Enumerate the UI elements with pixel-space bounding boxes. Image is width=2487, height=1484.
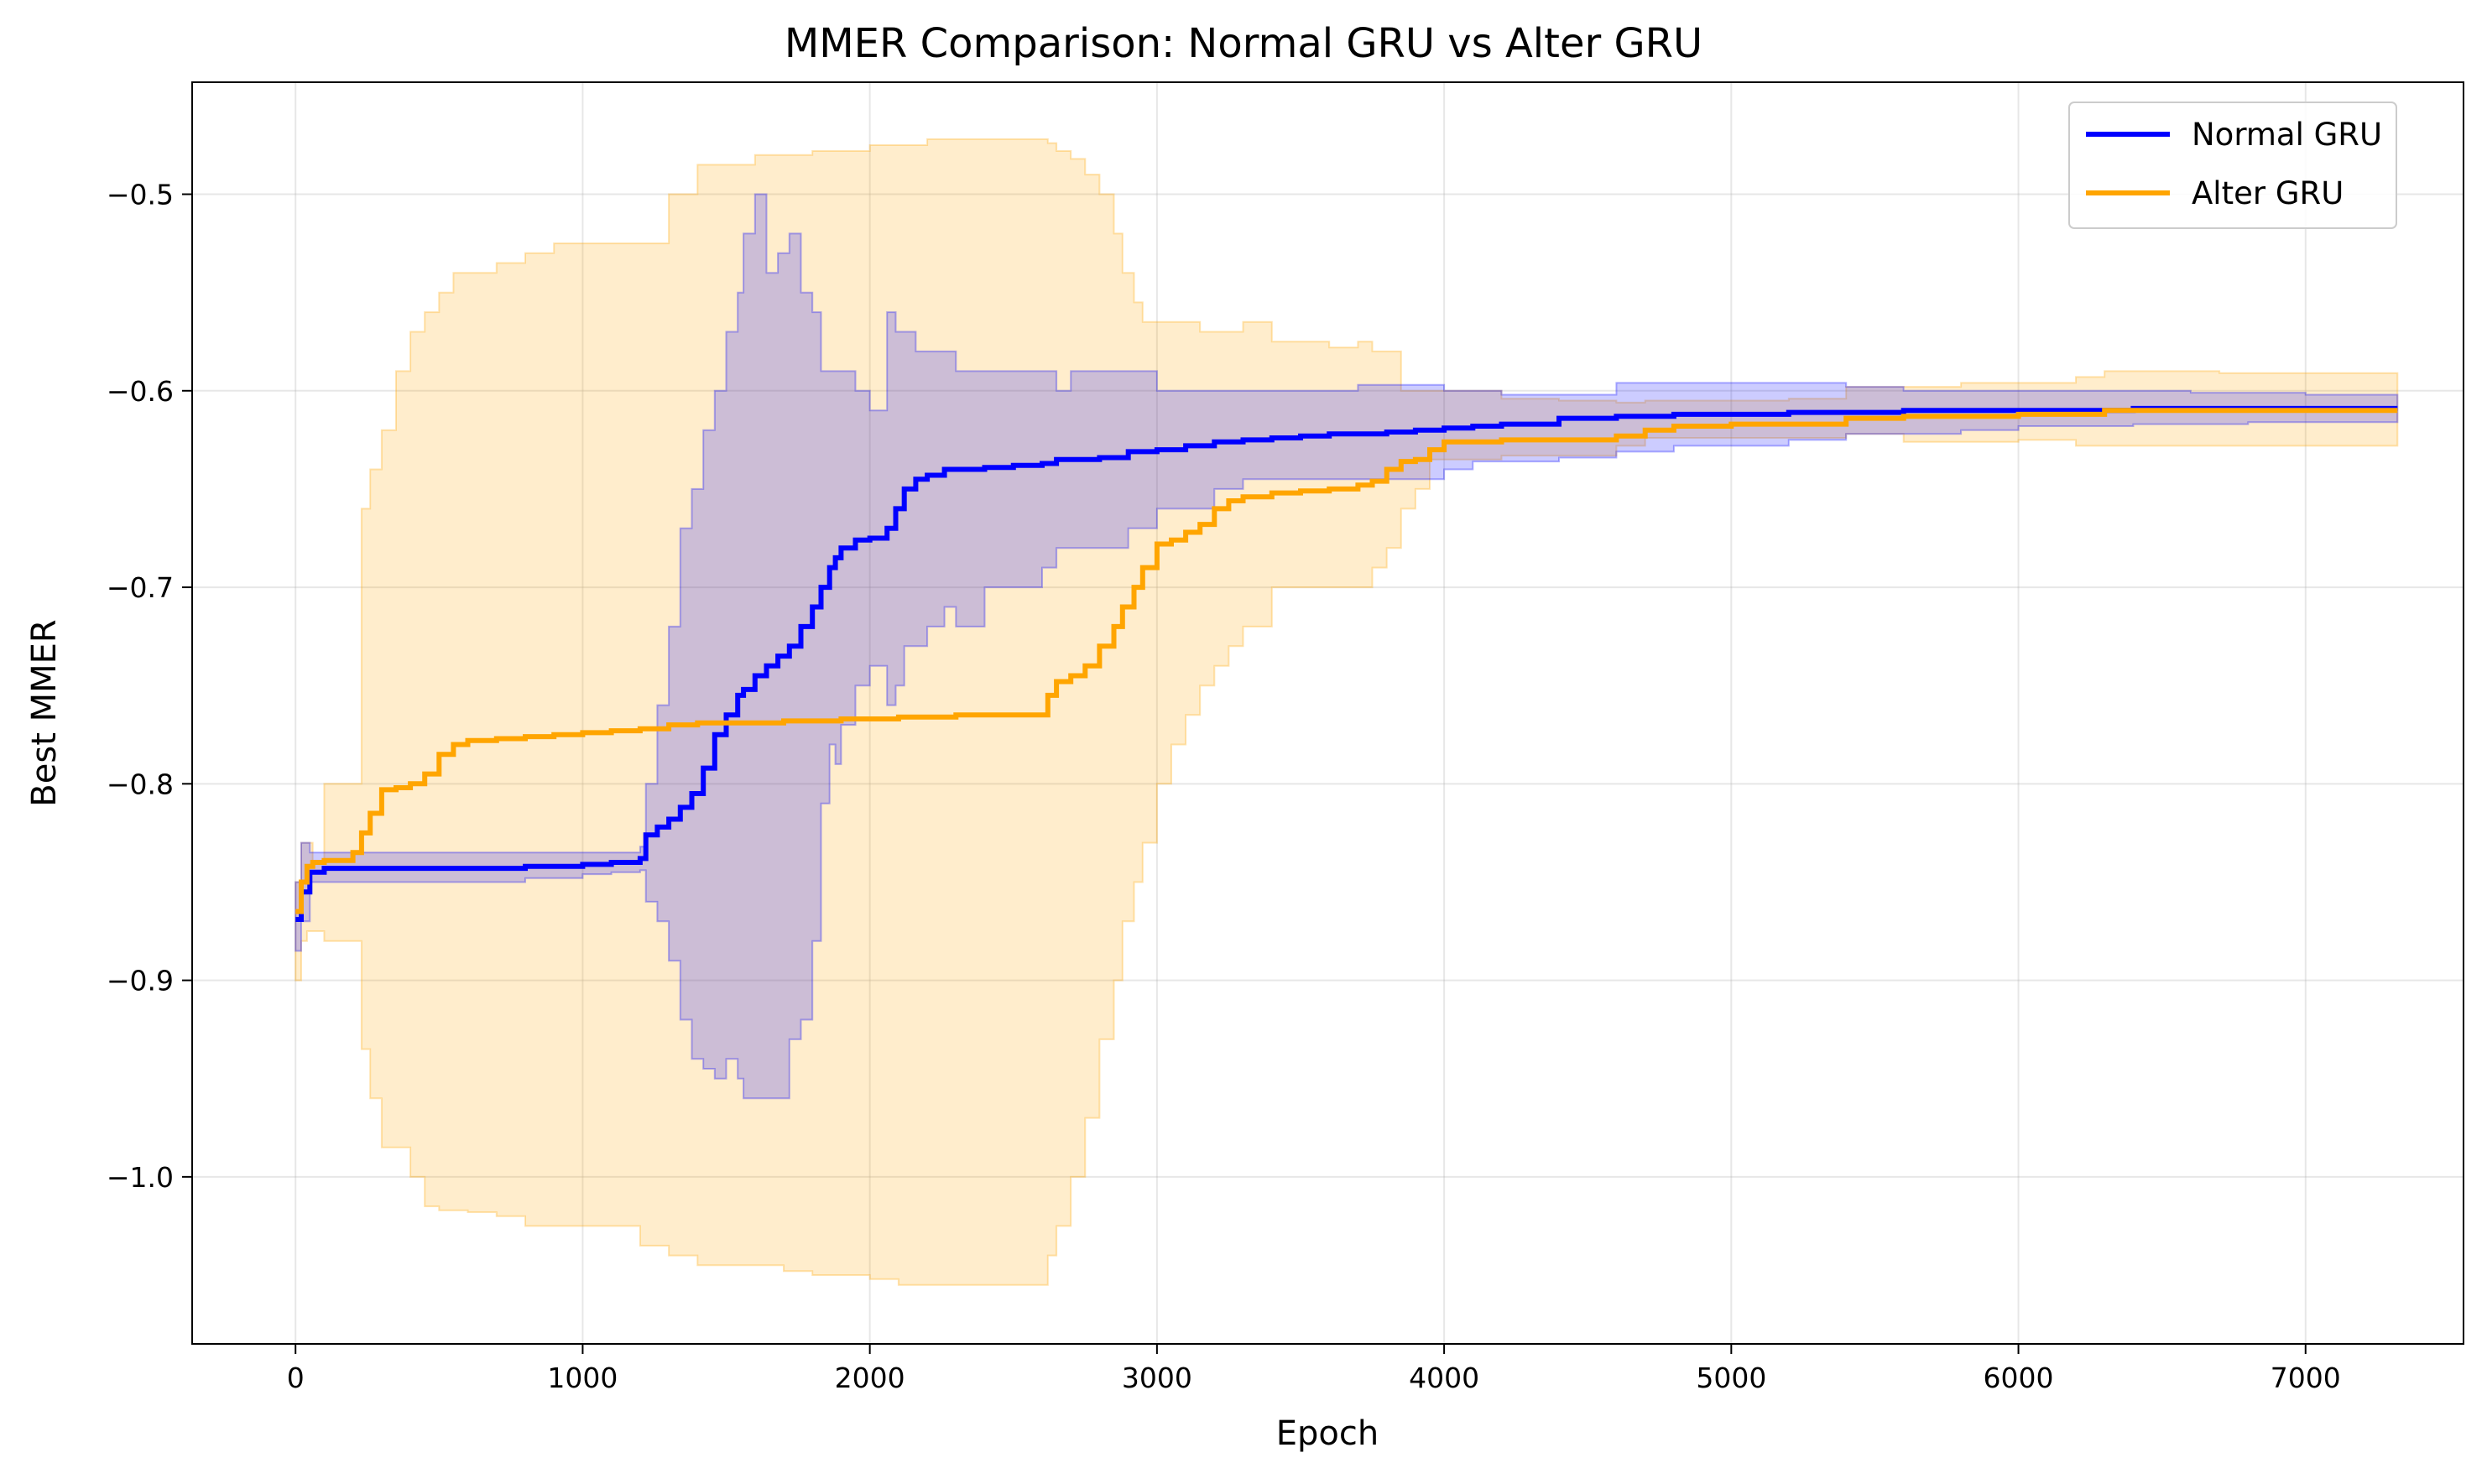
series-lines (295, 405, 2398, 922)
x-axis-label: Epoch (1276, 1414, 1379, 1453)
x-tick-label: 1000 (547, 1362, 618, 1394)
line-alter-gru (295, 408, 2398, 914)
y-tick-label: −0.5 (107, 179, 174, 211)
confidence-bands (295, 138, 2399, 1286)
y-axis-ticks: −1.0 −0.9 −0.8 −0.7 −0.6 −0.5 (107, 179, 192, 1194)
legend: Normal GRU Alter GRU (2068, 102, 2397, 229)
y-tick-label: −1.0 (107, 1161, 174, 1194)
y-tick-label: −0.8 (107, 768, 174, 800)
y-tick-label: −0.6 (107, 375, 174, 408)
band-alter-gru (295, 138, 2399, 1286)
y-axis-label: Best MMER (25, 619, 64, 806)
y-tick-label: −0.9 (107, 965, 174, 997)
chart-title: MMER Comparison: Normal GRU vs Alter GRU (785, 20, 1702, 67)
x-tick-label: 6000 (1984, 1362, 2054, 1394)
x-tick-label: 5000 (1696, 1362, 1766, 1394)
legend-label-alter-gru: Alter GRU (2192, 175, 2344, 211)
x-tick-label: 3000 (1122, 1362, 1192, 1394)
plot-frame (191, 81, 2464, 1345)
line-normal-gru (295, 405, 2398, 922)
legend-label-normal-gru: Normal GRU (2192, 117, 2382, 153)
y-tick-label: −0.7 (107, 571, 174, 604)
x-tick-label: 2000 (835, 1362, 905, 1394)
x-tick-label: 7000 (2271, 1362, 2341, 1394)
x-axis-ticks: 0 1000 2000 3000 4000 5000 6000 7000 (287, 1344, 2341, 1394)
x-tick-label: 0 (287, 1362, 305, 1394)
x-tick-label: 4000 (1409, 1362, 1479, 1394)
